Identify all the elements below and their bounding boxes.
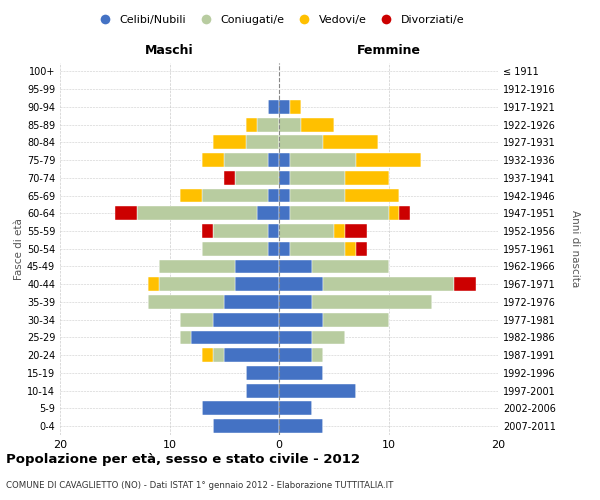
Bar [344, 224, 367, 238]
Bar [137, 206, 257, 220]
Bar [268, 242, 279, 256]
Bar [115, 206, 137, 220]
Bar [301, 118, 334, 132]
Bar [312, 348, 323, 362]
Bar [202, 224, 214, 238]
Bar [148, 295, 224, 309]
Bar [202, 153, 224, 167]
Bar [323, 313, 389, 326]
Bar [235, 260, 279, 274]
Bar [224, 295, 279, 309]
Bar [246, 136, 279, 149]
Bar [257, 206, 279, 220]
Bar [356, 242, 367, 256]
Bar [290, 188, 344, 202]
Y-axis label: Anni di nascita: Anni di nascita [569, 210, 580, 288]
Y-axis label: Fasce di età: Fasce di età [14, 218, 24, 280]
Bar [312, 260, 389, 274]
Text: COMUNE DI CAVAGLIETTO (NO) - Dati ISTAT 1° gennaio 2012 - Elaborazione TUTTITALI: COMUNE DI CAVAGLIETTO (NO) - Dati ISTAT … [6, 481, 394, 490]
Bar [400, 206, 410, 220]
Bar [202, 242, 268, 256]
Bar [181, 188, 202, 202]
Bar [323, 136, 377, 149]
Bar [290, 100, 301, 114]
Bar [279, 384, 356, 398]
Bar [290, 153, 356, 167]
Bar [312, 295, 433, 309]
Bar [279, 171, 290, 184]
Bar [279, 153, 290, 167]
Bar [235, 171, 279, 184]
Bar [323, 278, 454, 291]
Bar [202, 188, 268, 202]
Bar [356, 153, 421, 167]
Bar [257, 118, 279, 132]
Bar [279, 366, 323, 380]
Bar [312, 330, 345, 344]
Bar [279, 313, 323, 326]
Bar [279, 330, 312, 344]
Bar [279, 278, 323, 291]
Bar [181, 330, 191, 344]
Bar [214, 136, 246, 149]
Bar [191, 330, 279, 344]
Bar [214, 313, 279, 326]
Bar [290, 242, 344, 256]
Bar [290, 206, 389, 220]
Bar [279, 419, 323, 433]
Bar [181, 313, 214, 326]
Bar [202, 348, 214, 362]
Bar [279, 136, 323, 149]
Bar [158, 260, 235, 274]
Bar [279, 242, 290, 256]
Bar [344, 171, 389, 184]
Bar [158, 278, 235, 291]
Bar [246, 118, 257, 132]
Bar [148, 278, 158, 291]
Bar [344, 242, 356, 256]
Bar [389, 206, 400, 220]
Text: Maschi: Maschi [145, 44, 194, 57]
Text: Femmine: Femmine [356, 44, 421, 57]
Bar [279, 260, 312, 274]
Bar [454, 278, 476, 291]
Bar [279, 188, 290, 202]
Bar [279, 100, 290, 114]
Bar [224, 348, 279, 362]
Bar [235, 278, 279, 291]
Bar [214, 348, 224, 362]
Bar [224, 153, 268, 167]
Text: Popolazione per età, sesso e stato civile - 2012: Popolazione per età, sesso e stato civil… [6, 452, 360, 466]
Bar [268, 153, 279, 167]
Bar [202, 402, 279, 415]
Bar [246, 366, 279, 380]
Bar [224, 171, 235, 184]
Bar [334, 224, 344, 238]
Bar [279, 118, 301, 132]
Bar [290, 171, 344, 184]
Bar [344, 188, 400, 202]
Bar [214, 224, 268, 238]
Bar [279, 402, 312, 415]
Bar [268, 224, 279, 238]
Bar [268, 188, 279, 202]
Bar [279, 206, 290, 220]
Bar [246, 384, 279, 398]
Bar [279, 224, 334, 238]
Bar [279, 348, 312, 362]
Bar [268, 100, 279, 114]
Legend: Celibi/Nubili, Coniugati/e, Vedovi/e, Divorziati/e: Celibi/Nubili, Coniugati/e, Vedovi/e, Di… [89, 10, 469, 29]
Bar [214, 419, 279, 433]
Bar [279, 295, 312, 309]
